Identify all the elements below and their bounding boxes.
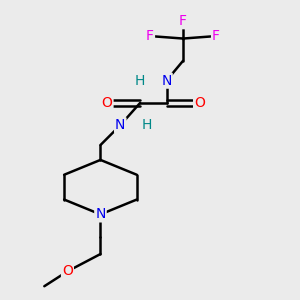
Text: N: N [161,74,172,88]
Text: O: O [62,264,73,278]
Text: O: O [194,96,205,110]
Text: F: F [146,29,154,43]
Text: F: F [179,14,187,28]
Text: O: O [102,96,112,110]
Text: H: H [142,118,152,132]
Text: F: F [212,29,220,43]
Text: N: N [115,118,125,132]
Text: H: H [135,74,145,88]
Text: N: N [95,207,106,221]
